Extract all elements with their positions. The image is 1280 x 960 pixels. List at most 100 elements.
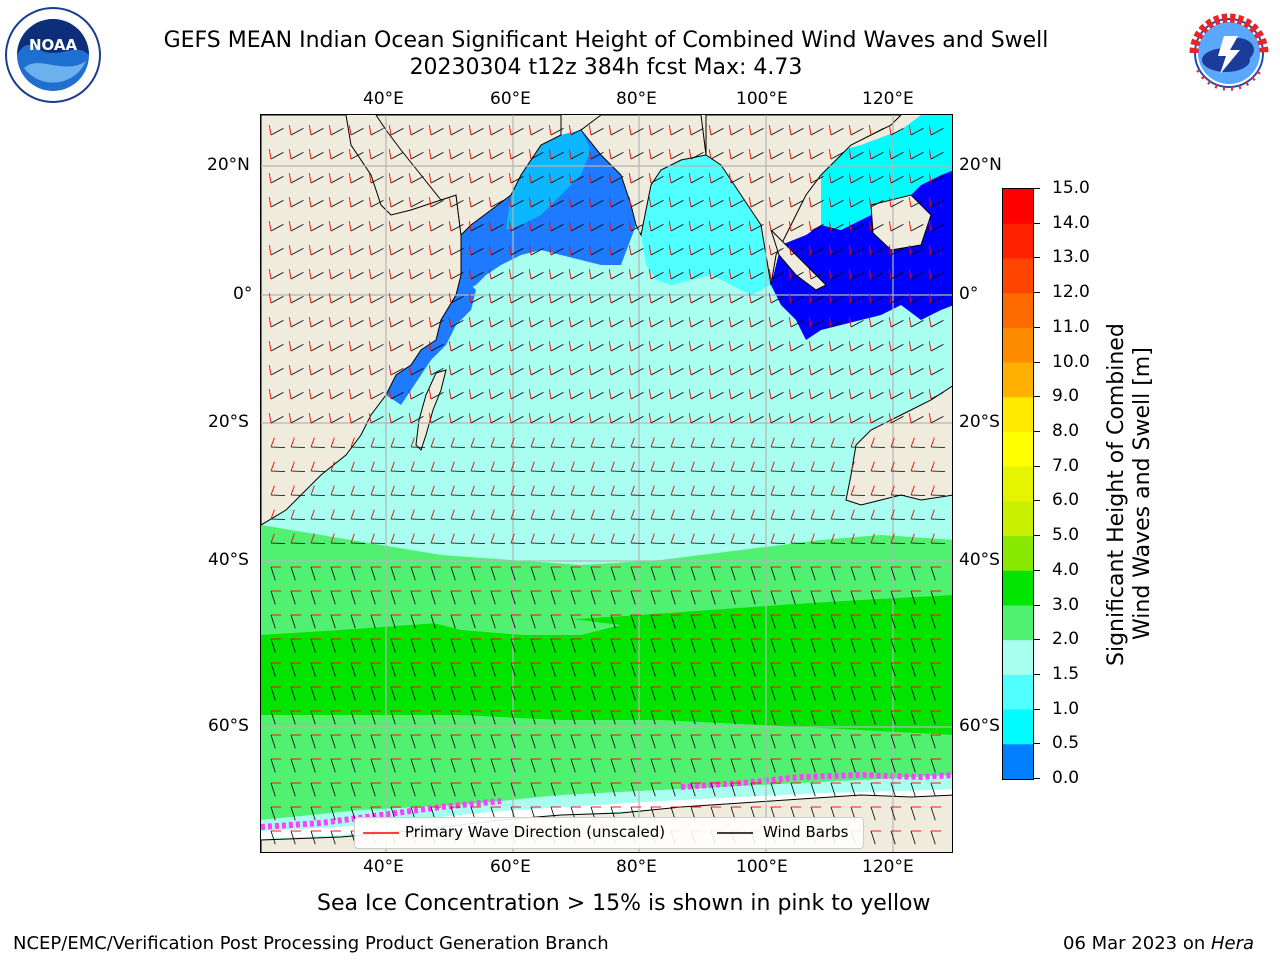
wind-barb	[550, 518, 566, 520]
wave-direction-arrow	[688, 293, 692, 304]
wave-direction-arrow	[928, 149, 932, 160]
wave-direction-arrow	[688, 413, 692, 424]
wind-barb	[770, 782, 776, 797]
wind-barb	[930, 200, 944, 208]
wind-barb	[770, 590, 776, 605]
wind-barb	[570, 566, 576, 581]
wave-direction-arrow	[328, 317, 332, 328]
wind-barb	[870, 368, 884, 376]
wind-barb	[590, 542, 606, 544]
wind-barb	[710, 368, 724, 376]
wind-barb	[590, 686, 596, 701]
wind-barb	[430, 224, 444, 232]
wind-barb	[290, 566, 296, 581]
wave-direction-arrow	[450, 485, 455, 496]
wave-direction-arrow	[430, 461, 435, 472]
wave-direction-arrow	[388, 317, 392, 328]
wind-barb	[610, 734, 616, 749]
wind-barb	[330, 224, 344, 232]
lat-tick-left-40s: 40°S	[208, 550, 249, 570]
wind-barb	[670, 176, 684, 184]
map-canvas	[261, 115, 952, 852]
wind-barb	[450, 272, 464, 280]
wave-direction-arrow	[668, 293, 672, 304]
wave-direction-arrow	[408, 197, 412, 208]
wave-direction-arrow	[548, 269, 552, 280]
wind-barb	[450, 200, 464, 208]
wind-barb	[350, 590, 356, 605]
wind-barb	[590, 566, 596, 581]
wind-barb	[710, 128, 724, 136]
wave-direction-arrow	[828, 365, 832, 376]
wind-barb	[270, 152, 284, 160]
wave-direction-arrow	[530, 437, 535, 448]
wind-barb	[770, 128, 784, 136]
wave-direction-arrow	[828, 125, 832, 136]
southeast-asia	[705, 115, 902, 286]
wind-barb	[450, 296, 464, 304]
wave-direction-arrow	[530, 509, 535, 520]
wave-direction-arrow	[768, 317, 772, 328]
wind-barb	[810, 638, 816, 653]
wind-barb	[810, 416, 824, 424]
wind-barb	[530, 710, 536, 725]
wind-barb	[750, 446, 766, 448]
wind-barb	[650, 248, 664, 256]
wind-barb	[850, 566, 856, 581]
wind-barb	[650, 734, 656, 749]
colorbar-tick-label: 15.0	[1052, 178, 1090, 198]
wind-barb	[690, 494, 706, 496]
wind-barb	[570, 782, 576, 797]
wave-direction-arrow	[408, 365, 412, 376]
wind-barb	[690, 542, 706, 544]
wave-direction-arrow	[708, 221, 712, 232]
wave-direction-arrow	[688, 389, 692, 400]
wind-barb	[470, 614, 476, 629]
wave-direction-arrow	[408, 125, 412, 136]
wave-direction-arrow	[828, 221, 832, 232]
wind-barb	[590, 590, 596, 605]
wind-barb	[390, 152, 404, 160]
wind-barb	[350, 128, 364, 136]
wave-direction-arrow	[588, 197, 592, 208]
wave-direction-arrow	[548, 125, 552, 136]
wind-barb	[490, 518, 506, 520]
wind-barb	[350, 662, 356, 677]
colorbar-tick-label: 5.0	[1052, 525, 1080, 546]
wave-direction-arrow	[908, 365, 912, 376]
wind-barb	[670, 686, 676, 701]
wind-barb	[710, 248, 724, 256]
wave-direction-arrow	[788, 149, 792, 160]
wind-barb	[830, 320, 844, 328]
wind-barb	[350, 368, 364, 376]
wave-direction-arrow	[828, 413, 832, 424]
wave-direction-arrow	[668, 389, 672, 400]
wind-barb	[530, 782, 536, 797]
wind-barb	[810, 710, 816, 725]
wave-direction-arrow	[628, 413, 632, 424]
wind-barb	[410, 782, 416, 797]
wind-barb	[330, 296, 344, 304]
wave-direction-arrow	[788, 413, 792, 424]
wave-direction-arrow	[668, 317, 672, 328]
wind-barb	[630, 248, 644, 256]
wind-barb	[550, 494, 566, 496]
wave-direction-arrow	[930, 485, 935, 496]
wave-direction-arrow	[270, 437, 275, 448]
wave-direction-arrow	[488, 389, 492, 400]
wind-barb	[470, 224, 484, 232]
colorbar-tick-label: 9.0	[1052, 386, 1080, 407]
wave-direction-arrow	[748, 389, 752, 400]
svg-text:NOAA: NOAA	[29, 36, 78, 54]
wave-direction-arrow	[888, 149, 892, 160]
wind-barb	[610, 710, 616, 725]
wave-direction-arrow	[788, 197, 792, 208]
wind-barb	[290, 128, 304, 136]
wind-barb	[550, 392, 564, 400]
wind-barb	[810, 248, 824, 256]
wind-barb	[270, 662, 276, 677]
wave-direction-arrow	[368, 149, 372, 160]
wind-barb	[510, 662, 516, 677]
wave-direction-arrow	[288, 197, 292, 208]
wind-barb	[690, 734, 696, 749]
